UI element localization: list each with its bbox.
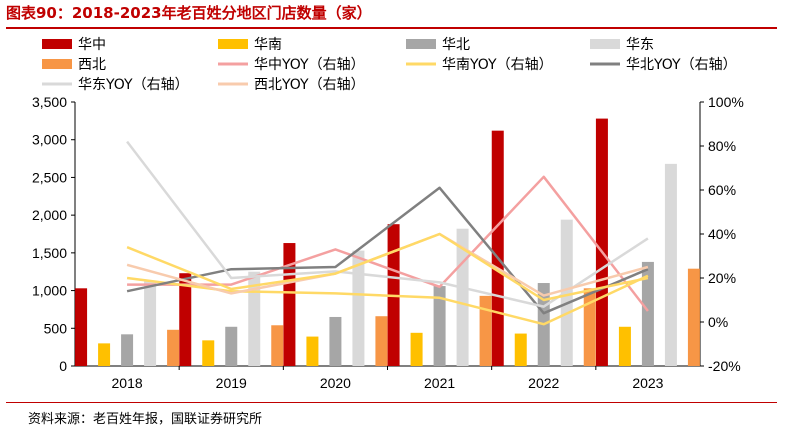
bar <box>583 288 596 366</box>
y-tick-label: 2,500 <box>32 169 67 185</box>
legend-label: 华北 <box>442 37 470 53</box>
bar <box>202 340 215 366</box>
bar <box>179 273 192 366</box>
bar <box>641 261 654 366</box>
y2-tick-label: 60% <box>708 182 736 198</box>
title-rule <box>6 27 777 29</box>
legend-label: 华南YOY（右轴） <box>442 57 553 73</box>
series-line <box>126 186 649 315</box>
x-tick-label: 2019 <box>216 375 247 391</box>
x-tick-label: 2022 <box>528 375 559 391</box>
bars <box>75 118 700 366</box>
y-tick-label: 500 <box>44 320 68 336</box>
bar <box>618 326 631 366</box>
legend-label: 华南 <box>254 37 282 53</box>
legend-item: 华东YOY（右轴） <box>42 77 189 93</box>
series-line <box>126 232 649 302</box>
bar <box>664 163 677 366</box>
legend-item: 华中 <box>42 37 106 53</box>
bar <box>167 329 180 366</box>
legend-label: 西北YOY（右轴） <box>254 77 365 93</box>
bar <box>121 334 134 366</box>
legend-label: 华中YOY（右轴） <box>254 57 365 73</box>
y2-tick-label: -20% <box>708 358 741 374</box>
bar <box>456 228 469 366</box>
bar <box>433 286 446 366</box>
bar <box>225 326 238 366</box>
bar <box>375 316 388 366</box>
y2-tick-label: 80% <box>708 138 736 154</box>
source-note: 资料来源：老百姓年报，国联证券研究所 <box>28 412 263 427</box>
bar <box>491 130 504 366</box>
bar <box>479 295 492 366</box>
legend-item: 西北 <box>42 57 106 73</box>
y2-tick-label: 0% <box>708 314 728 330</box>
bar <box>306 336 319 366</box>
legend-item: 华南YOY（右轴） <box>406 57 553 73</box>
y-tick-label: 2,000 <box>32 207 67 223</box>
bar <box>75 288 88 366</box>
bar <box>595 118 608 366</box>
x-tick-label: 2021 <box>424 375 455 391</box>
bar <box>329 316 342 366</box>
x-tick-label: 2023 <box>632 375 663 391</box>
legend-item: 华中YOY（右轴） <box>218 57 365 73</box>
x-tick-label: 2018 <box>112 375 143 391</box>
y2-tick-label: 40% <box>708 226 736 242</box>
legend-label: 华东YOY（右轴） <box>78 77 189 93</box>
bar <box>687 268 700 366</box>
lines <box>126 140 649 326</box>
figure-title: 图表90：2018-2023年老百姓分地区门店数量（家） <box>6 4 372 22</box>
legend-item: 华南 <box>218 37 282 53</box>
bar <box>410 332 423 366</box>
y-tick-label: 0 <box>59 358 67 374</box>
legend-swatch <box>406 39 436 49</box>
bar <box>248 271 261 366</box>
bar <box>271 325 284 366</box>
legend-swatch <box>218 39 248 49</box>
legend-swatch <box>42 59 72 69</box>
legend-label: 西北 <box>78 57 106 73</box>
legend-item: 华北 <box>406 37 470 53</box>
legend-item: 华北YOY（右轴） <box>590 57 737 73</box>
legend-item: 华东 <box>590 37 654 53</box>
y-tick-label: 3,500 <box>32 94 67 110</box>
y2-tick-label: 100% <box>708 94 744 110</box>
legend-label: 华北YOY（右轴） <box>626 57 737 73</box>
legend-label: 华中 <box>78 37 106 53</box>
series-line <box>127 175 649 312</box>
legend-label: 华东 <box>626 37 654 53</box>
y-tick-label: 1,000 <box>32 283 67 299</box>
bar <box>283 243 296 366</box>
axes: 0 500 1,000 1,500 2,000 2,500 3,000 3,500 -20% 0%… <box>32 94 744 391</box>
bar <box>352 250 365 366</box>
y-tick-label: 1,500 <box>32 245 67 261</box>
bar <box>514 333 527 366</box>
x-tick-label: 2020 <box>320 375 351 391</box>
legend-swatch <box>42 39 72 49</box>
legend-item: 西北YOY（右轴） <box>218 77 365 93</box>
y2-tick-label: 20% <box>708 270 736 286</box>
legend-swatch <box>590 39 620 49</box>
y-tick-label: 3,000 <box>32 132 67 148</box>
bar <box>98 343 111 366</box>
bar <box>144 280 157 366</box>
source-rule <box>6 402 777 403</box>
